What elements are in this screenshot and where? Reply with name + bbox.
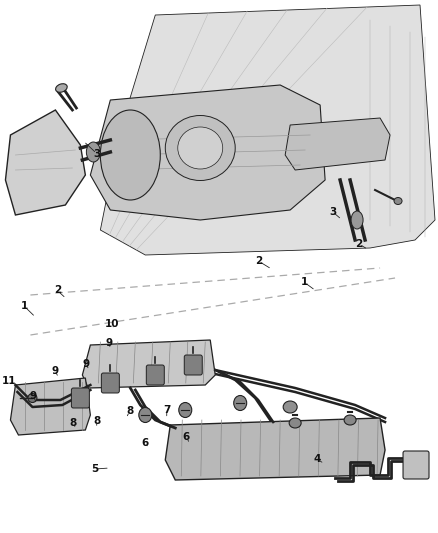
FancyBboxPatch shape [403, 451, 429, 479]
Text: 8: 8 [69, 418, 76, 427]
Ellipse shape [234, 395, 247, 410]
Text: 9: 9 [52, 366, 59, 376]
Text: 4: 4 [314, 455, 321, 464]
Text: 10: 10 [105, 319, 119, 329]
Polygon shape [90, 85, 325, 220]
Text: 6: 6 [141, 439, 148, 448]
Text: 2: 2 [54, 286, 61, 295]
Text: 6: 6 [183, 432, 190, 442]
Ellipse shape [179, 402, 192, 417]
Text: 2: 2 [356, 239, 363, 249]
Text: 8: 8 [93, 416, 100, 426]
Text: 2: 2 [255, 256, 262, 266]
Ellipse shape [283, 401, 297, 413]
Ellipse shape [289, 418, 301, 428]
Text: 9: 9 [30, 391, 37, 401]
Ellipse shape [100, 110, 160, 200]
FancyBboxPatch shape [146, 365, 164, 385]
Polygon shape [285, 118, 390, 170]
Polygon shape [100, 5, 435, 255]
Text: 1: 1 [21, 302, 28, 311]
Ellipse shape [165, 116, 235, 181]
Ellipse shape [394, 198, 402, 205]
Text: 5: 5 [91, 464, 98, 474]
FancyBboxPatch shape [71, 388, 89, 408]
Text: 3: 3 [93, 149, 100, 158]
Polygon shape [5, 110, 85, 215]
Text: 9: 9 [82, 359, 89, 368]
Text: 1: 1 [301, 278, 308, 287]
Text: 8: 8 [126, 407, 133, 416]
Ellipse shape [139, 408, 152, 423]
Text: 7: 7 [163, 406, 170, 415]
Polygon shape [11, 378, 90, 435]
Ellipse shape [28, 393, 37, 402]
FancyBboxPatch shape [101, 373, 119, 393]
Ellipse shape [86, 142, 100, 162]
Ellipse shape [344, 415, 356, 425]
Text: 3: 3 [329, 207, 337, 217]
Polygon shape [165, 418, 385, 480]
Text: 11: 11 [2, 376, 17, 386]
Ellipse shape [351, 211, 363, 229]
FancyBboxPatch shape [184, 355, 202, 375]
Polygon shape [82, 340, 215, 388]
Text: 9: 9 [106, 338, 113, 348]
Ellipse shape [56, 84, 67, 92]
Ellipse shape [178, 127, 223, 169]
